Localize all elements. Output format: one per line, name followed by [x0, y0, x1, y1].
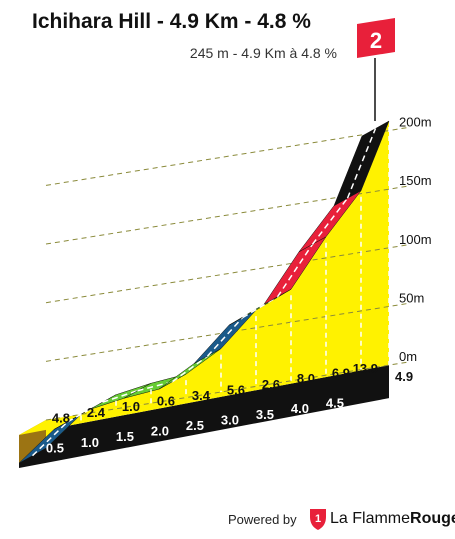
brand-name-part2: Rouge [410, 510, 455, 527]
road-centerline [137, 380, 173, 392]
chart-title: Ichihara Hill - 4.9 Km - 4.8 % [32, 10, 311, 33]
distance-tick-label: 2.5 [186, 418, 204, 433]
elevation-tick-label: 150m [399, 173, 432, 188]
road-centerline [206, 317, 244, 357]
distance-tick-label: 1.5 [116, 429, 134, 444]
profile-face [46, 121, 389, 449]
elevation-tick-label: 0m [399, 349, 417, 364]
brand-name-part1: La Flamme [330, 510, 411, 527]
distance-tick-label: 4.5 [326, 396, 344, 411]
road-centerline [346, 128, 377, 199]
brand-name: La FlammeRouge [330, 510, 455, 528]
segment-gradient-label: 3.4 [192, 388, 211, 403]
segment-gradient-label: 4.8 [52, 410, 70, 425]
segment-gradient-label: 8.0 [297, 371, 315, 386]
segment-gradient-label: 6.9 [332, 366, 350, 381]
elevation-gridline [45, 126, 410, 186]
road-segment [333, 120, 390, 207]
segment-gradient-label: 1.0 [122, 399, 140, 414]
segment-gradient-label: 0.6 [157, 394, 175, 409]
elevation-gridline [45, 244, 410, 304]
distance-tick-label: 4.0 [291, 401, 309, 416]
finish-flag-number: 2 [370, 28, 382, 53]
elevation-tick-label: 100m [399, 232, 432, 247]
powered-by-text: Powered by [228, 512, 297, 527]
chart-subtitle: 245 m - 4.9 Km à 4.8 % [189, 45, 337, 61]
distance-tick-label: 0.5 [46, 440, 64, 455]
distance-tick-label: 3.5 [256, 407, 274, 422]
road-centerline [276, 243, 314, 298]
road-centerline [31, 421, 69, 457]
elevation-gridline [45, 361, 410, 421]
distance-tick-label: 4.9 [395, 369, 413, 384]
segment-gradient-label: 5.6 [227, 382, 245, 397]
segment-gradient-label: 2.6 [262, 377, 280, 392]
profile-base [19, 365, 389, 468]
profile-floor [19, 365, 389, 435]
road-centerline [102, 390, 138, 403]
elevation-tick-label: 200m [399, 115, 432, 130]
finish-flag [357, 18, 395, 58]
logo-digit: 1 [315, 513, 321, 525]
elevation-tick-label: 50m [399, 290, 424, 305]
segment-gradient-label: 2.4 [87, 405, 106, 420]
distance-tick-label: 1.0 [81, 435, 99, 450]
segment-gradient-label: 13.9 [353, 361, 378, 376]
distance-tick-label: 3.0 [221, 412, 239, 427]
elevation-profile-chart: 0m 50m 100m 150m 200m 4.8 2.4 1.0 0.6 3.4 5.6 2.6 8.… [18, 18, 432, 468]
distance-tick-label: 2.0 [151, 424, 169, 439]
road-centerline [172, 355, 208, 383]
flamme-rouge-logo-icon: 1 [310, 509, 326, 530]
